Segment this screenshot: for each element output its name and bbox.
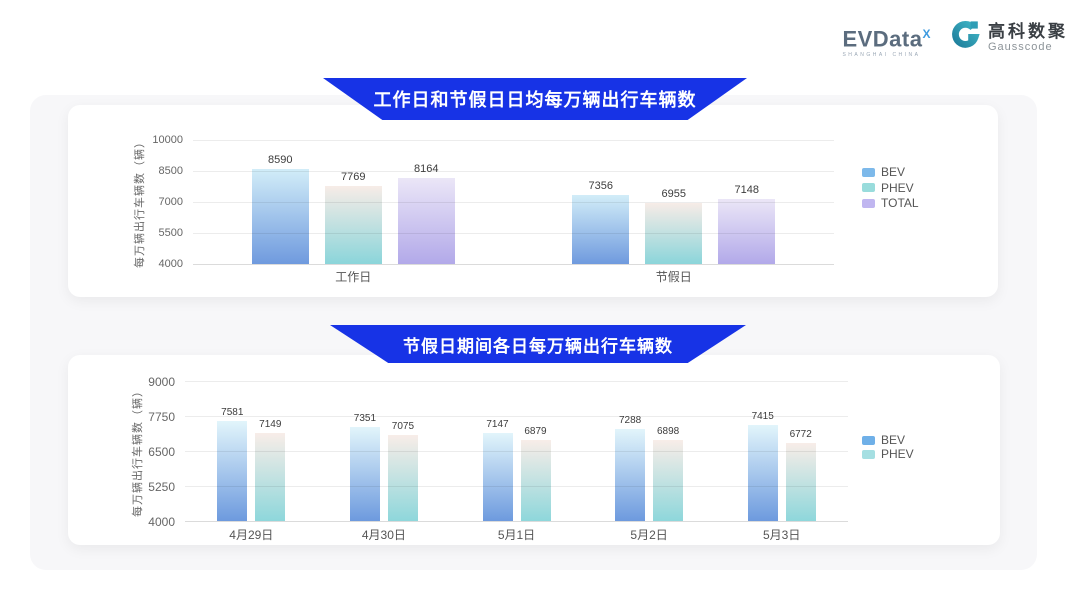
bar-phev-4[interactable]	[653, 439, 684, 521]
legend-item-phev[interactable]: PHEV	[862, 447, 914, 461]
bar-bev-3[interactable]	[482, 432, 513, 521]
gridline	[185, 486, 848, 487]
legend-swatch-phev	[862, 183, 875, 192]
bar-value-label: 7356	[588, 179, 613, 192]
gridline	[185, 416, 848, 417]
y-tick-label: 9000	[148, 375, 175, 389]
bar-bev-1[interactable]	[217, 420, 248, 521]
y-tick-label: 10000	[152, 134, 183, 146]
legend-label: TOTAL	[881, 196, 919, 210]
category-label: 4月30日	[361, 528, 406, 542]
gridline	[193, 233, 834, 234]
banner-title-holiday-days: 节假日期间各日每万辆出行车辆数	[330, 325, 746, 363]
bar-bev-4[interactable]	[615, 428, 646, 521]
gridline	[193, 171, 834, 172]
bar-phev-1[interactable]	[255, 432, 286, 521]
gridline	[185, 381, 848, 382]
y-tick-label: 5500	[158, 227, 183, 239]
y-tick-label: 7000	[158, 196, 183, 208]
bar-phev-5[interactable]	[785, 443, 816, 521]
y-tick-label: 4000	[148, 515, 175, 529]
bar-phev-2[interactable]	[645, 202, 703, 264]
legend-label: BEV	[881, 165, 906, 179]
y-tick-label: 4000	[158, 258, 183, 270]
bar-value-label: 8164	[414, 162, 439, 175]
legend-item-total[interactable]: TOTAL	[862, 196, 919, 210]
legend-swatch-total	[862, 198, 875, 208]
bar-value-label: 7288	[618, 414, 642, 426]
category-label: 工作日	[335, 270, 372, 284]
y-tick-label: 7750	[148, 410, 175, 424]
legend-swatch-bev	[862, 167, 875, 177]
bar-phev-3[interactable]	[520, 440, 551, 521]
bar-value-label: 8590	[268, 154, 293, 167]
x-axis-line	[185, 521, 848, 522]
bar-value-label: 7148	[734, 183, 759, 196]
bar-total-2[interactable]	[718, 198, 776, 264]
gausscode-g-icon	[949, 18, 981, 57]
bar-value-label: 7769	[341, 171, 366, 184]
bar-value-label: 7581	[221, 406, 244, 418]
x-axis-line	[193, 264, 834, 265]
bar-bev-2[interactable]	[349, 427, 380, 521]
y-tick-label: 8500	[158, 165, 183, 177]
category-label: 4月29日	[229, 528, 274, 542]
chart-card-daily-average	[68, 105, 998, 297]
bar-value-label: 6955	[661, 187, 686, 200]
bar-value-label: 7147	[486, 418, 509, 430]
bar-value-label: 6879	[524, 426, 547, 438]
bar-bev-5[interactable]	[747, 425, 778, 521]
y-tick-label: 6500	[148, 445, 175, 459]
gausscode-text-block: 高科数聚 Gausscode	[988, 22, 1068, 54]
gausscode-logo: 高科数聚 Gausscode	[949, 18, 1068, 57]
bar-total-1[interactable]	[397, 177, 455, 264]
bar-value-label: 6772	[789, 429, 812, 441]
evdata-text: EVData	[842, 26, 923, 52]
category-label: 5月1日	[497, 528, 536, 542]
legend-item-bev[interactable]: BEV	[862, 165, 905, 179]
gausscode-cn: 高科数聚	[988, 21, 1068, 41]
category-label: 5月2日	[630, 528, 668, 542]
bar-phev-2[interactable]	[387, 434, 418, 521]
y-tick-label: 5250	[148, 480, 175, 494]
gausscode-en: Gausscode	[988, 40, 1053, 53]
legend-label: PHEV	[881, 180, 914, 195]
banner-title-workday-holiday: 工作日和节假日日均每万辆出行车辆数	[323, 78, 747, 120]
category-label: 5月3日	[763, 528, 801, 542]
gridline	[185, 451, 848, 452]
category-label: 节假日	[655, 270, 692, 284]
bar-value-label: 7415	[751, 411, 774, 423]
legend-label: PHEV	[881, 447, 914, 461]
evdata-subtext: SHANGHAI CHINA	[842, 52, 921, 59]
legend-item-bev[interactable]: BEV	[862, 433, 905, 447]
bar-value-label: 7075	[391, 420, 415, 432]
gridline	[193, 140, 834, 141]
bar-value-label: 7149	[259, 418, 282, 430]
gridline	[193, 202, 834, 203]
bar-value-label: 6898	[656, 425, 680, 437]
bar-phev-1[interactable]	[324, 186, 382, 264]
evdata-wordmark: EVDataX	[842, 24, 931, 52]
legend-swatch-phev	[862, 449, 875, 459]
legend-swatch-bev	[862, 435, 875, 445]
evdata-logo: EVDataX SHANGHAI CHINA	[842, 18, 931, 58]
bar-bev-1[interactable]	[251, 169, 309, 264]
bar-bev-2[interactable]	[572, 194, 630, 264]
legend-item-phev[interactable]: PHEV	[862, 181, 914, 195]
evdata-sup-x: X	[922, 27, 931, 41]
legend-label: BEV	[881, 433, 906, 447]
header-logo-group: EVDataX SHANGHAI CHINA 高科数聚 Gausscode	[842, 18, 1068, 58]
bar-value-label: 7351	[353, 413, 377, 425]
